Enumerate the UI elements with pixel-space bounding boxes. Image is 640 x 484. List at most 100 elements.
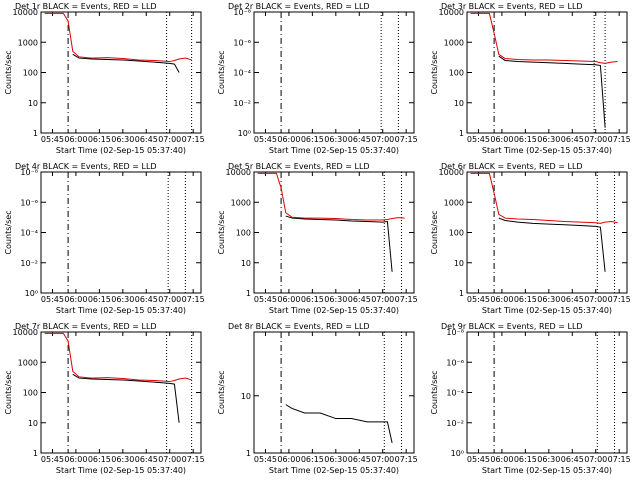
x-tick-label: 07:00 (371, 455, 394, 464)
y-tick-label: 10⁻⁸ (233, 8, 251, 17)
y-tick-label: 10⁻² (20, 259, 38, 268)
x-tick-label: 06:00 (277, 135, 300, 144)
y-tick-label: 10⁻⁴ (233, 69, 251, 78)
x-tick-label: 07:15 (182, 135, 205, 144)
series-line (44, 12, 192, 63)
x-tick-label: 06:30 (537, 135, 560, 144)
y-tick-label: 1000 (444, 198, 464, 207)
panel-title: Det 8r BLACK = Events, RED = LLD (228, 322, 370, 331)
x-tick-label: 06:30 (111, 455, 134, 464)
x-axis-label: Start Time (02-Sep-15 05:37:40) (482, 306, 612, 315)
x-axis-label: Start Time (02-Sep-15 05:37:40) (269, 466, 399, 475)
y-tick-label: 10 (28, 419, 38, 428)
x-tick-label: 06:30 (537, 455, 560, 464)
x-tick-label: 06:15 (514, 455, 537, 464)
y-tick-label: 10 (241, 259, 251, 268)
x-tick-label: 07:00 (371, 135, 394, 144)
y-axis-label: Counts/sec (4, 370, 13, 414)
x-tick-label: 06:00 (64, 455, 87, 464)
series-line (470, 12, 618, 64)
x-tick-label: 07:15 (182, 455, 205, 464)
series-line (72, 53, 180, 73)
x-axis-label: Start Time (02-Sep-15 05:37:40) (269, 146, 399, 155)
plot-frame (253, 171, 415, 294)
x-tick-label: 07:15 (608, 135, 631, 144)
x-tick-label: 06:15 (301, 135, 324, 144)
y-axis-label: Counts/sec (217, 210, 226, 254)
x-tick-label: 06:00 (64, 135, 87, 144)
x-tick-label: 05:45 (41, 135, 64, 144)
x-tick-label: 06:45 (135, 135, 158, 144)
x-tick-label: 06:15 (301, 295, 324, 304)
x-tick-label: 06:30 (111, 135, 134, 144)
y-tick-label: 100 (449, 229, 464, 238)
x-tick-label: 06:30 (324, 455, 347, 464)
panel-title: Det 2r BLACK = Events, RED = LLD (228, 2, 370, 11)
x-tick-label: 06:00 (490, 295, 513, 304)
series-line (285, 404, 393, 444)
series-line (257, 172, 405, 221)
panel-title: Det 4r BLACK = Events, RED = LLD (15, 162, 157, 171)
y-tick-label: 1000 (18, 38, 38, 47)
x-tick-label: 06:45 (348, 295, 371, 304)
x-tick-label: 06:15 (88, 135, 111, 144)
x-tick-label: 06:45 (561, 455, 584, 464)
y-tick-label: 10⁰ (451, 449, 464, 458)
x-tick-label: 07:00 (584, 135, 607, 144)
x-tick-label: 06:45 (561, 295, 584, 304)
x-tick-label: 05:45 (467, 295, 490, 304)
y-tick-label: 1 (33, 449, 38, 458)
x-tick-label: 07:15 (608, 295, 631, 304)
y-tick-label: 10000 (439, 8, 464, 17)
x-axis-label: Start Time (02-Sep-15 05:37:40) (56, 306, 186, 315)
y-tick-label: 10000 (439, 168, 464, 177)
y-tick-label: 100 (449, 69, 464, 78)
y-tick-label: 10⁻² (233, 99, 251, 108)
y-tick-label: 100 (23, 69, 38, 78)
x-axis-label: Start Time (02-Sep-15 05:37:40) (56, 466, 186, 475)
x-tick-label: 06:15 (514, 295, 537, 304)
y-tick-label: 10 (241, 392, 251, 401)
plot-frame (466, 171, 628, 294)
y-axis-label: Counts/sec (217, 50, 226, 94)
x-tick-label: 06:00 (64, 295, 87, 304)
y-axis-label: Counts/sec (4, 50, 13, 94)
x-tick-label: 07:00 (584, 455, 607, 464)
y-axis-label: Counts/sec (217, 370, 226, 414)
x-tick-label: 06:30 (324, 135, 347, 144)
x-tick-label: 06:45 (135, 295, 158, 304)
x-tick-label: 07:15 (395, 455, 418, 464)
y-tick-label: 10⁻⁴ (446, 389, 464, 398)
x-tick-label: 07:00 (158, 295, 181, 304)
x-tick-label: 06:45 (348, 455, 371, 464)
x-tick-label: 07:15 (395, 295, 418, 304)
x-tick-label: 07:15 (395, 135, 418, 144)
y-tick-label: 1 (459, 129, 464, 138)
y-tick-label: 10000 (13, 328, 38, 337)
x-axis-label: Start Time (02-Sep-15 05:37:40) (269, 306, 399, 315)
series-line (44, 332, 192, 383)
y-tick-label: 10 (28, 99, 38, 108)
series-line (470, 172, 618, 224)
y-tick-label: 10000 (13, 8, 38, 17)
y-tick-label: 10⁻⁸ (446, 328, 464, 337)
x-tick-label: 06:45 (135, 455, 158, 464)
x-tick-label: 07:00 (371, 295, 394, 304)
series-line (498, 55, 606, 128)
x-tick-label: 06:45 (348, 135, 371, 144)
plot-frame (253, 331, 415, 454)
panel-title: Det 5r BLACK = Events, RED = LLD (228, 162, 370, 171)
x-tick-label: 07:15 (182, 295, 205, 304)
y-tick-label: 1000 (231, 198, 251, 207)
plot-frame (466, 331, 628, 454)
y-tick-label: 10⁻⁸ (20, 168, 38, 177)
x-tick-label: 06:00 (277, 455, 300, 464)
plot-frame (40, 331, 202, 454)
y-tick-label: 100 (236, 229, 251, 238)
x-tick-label: 05:45 (467, 455, 490, 464)
x-tick-label: 05:45 (41, 455, 64, 464)
y-axis-label: Counts/sec (430, 50, 439, 94)
y-tick-label: 10 (454, 259, 464, 268)
x-tick-label: 06:00 (490, 135, 513, 144)
